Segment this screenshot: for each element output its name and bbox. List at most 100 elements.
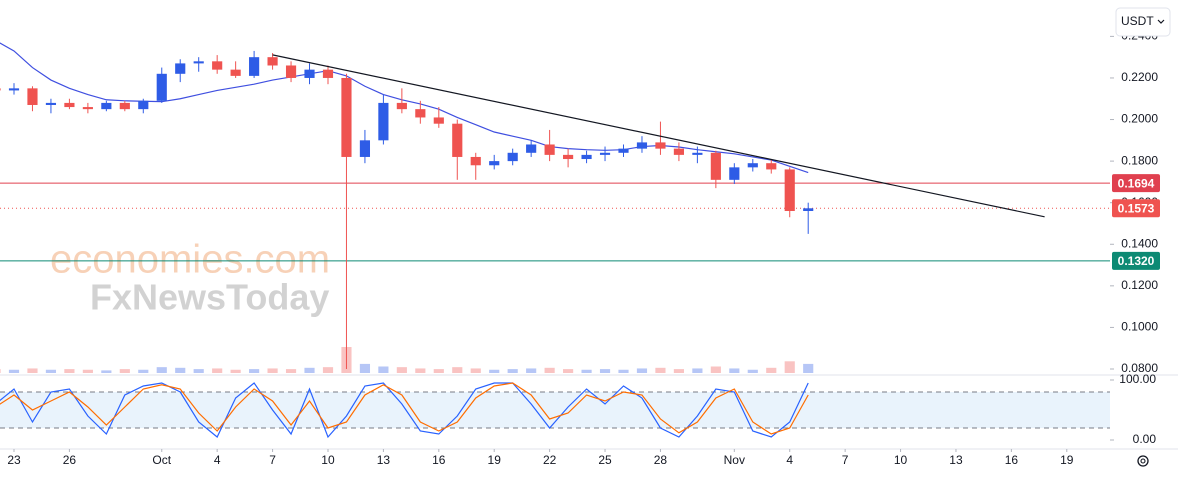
price-label-bg [1112,251,1160,270]
x-tick-label: 23 [7,453,21,467]
volume-bar [156,367,167,373]
price-label: 0.1694 [1118,176,1155,190]
candle-body [563,154,574,160]
volume-bar [8,369,20,373]
currency-button-bg [1115,7,1171,37]
candle-body [82,107,93,110]
x-tick-label: 19 [1060,453,1074,467]
volume-bar [563,369,574,373]
x-tick-label: 28 [654,453,668,467]
candle-body [692,152,703,155]
volume-bar [452,367,463,373]
volume-bar [193,369,204,373]
x-tick-label: 13 [949,453,963,467]
currency-label: USDT [1121,14,1154,28]
candle-body [618,148,629,153]
candle-body [304,69,315,78]
x-tick-label: Oct [152,453,171,467]
volume-bar [692,368,703,373]
y-tick-label: 0.1200 [1121,278,1158,292]
candle-body [470,156,481,166]
volume-bar [82,369,93,373]
watermark: FxNewsToday [90,277,329,318]
volume-bar [285,369,297,373]
dropdown-arrow [1157,19,1165,24]
candle-body [378,102,389,141]
y-tick-label: 0.0800 [1121,361,1158,375]
candle-body [415,109,426,118]
volume-bar [0,369,1,373]
candle-body [507,152,518,162]
x-tick-label: 10 [894,453,908,467]
volume-bar [636,368,648,373]
currency-button[interactable]: USDT [1115,7,1171,37]
candle-body [803,208,814,212]
candle-body [581,154,592,160]
candle-body [673,148,684,155]
x-tick-label: Nov [724,453,745,467]
candle-body [489,161,500,166]
candle-body [729,167,740,180]
x-tick-label: 4 [214,453,221,467]
x-tick-label: 7 [269,453,276,467]
x-tick-label: 16 [1005,453,1019,467]
candle-body [101,102,112,110]
candle-body [433,117,444,124]
volume-bar [729,368,740,373]
settings-icon[interactable] [1137,455,1149,467]
trendline [272,54,1045,218]
candle-body [119,102,130,110]
candle-body [322,69,334,78]
candle-body [766,163,777,170]
stoch-d [0,382,809,435]
x-tick-label: 13 [377,453,391,467]
price-label-bg [1112,174,1160,193]
volume-bar [489,369,500,373]
stoch-k [0,382,809,439]
price-label: 0.1573 [1118,201,1155,215]
volume-bar [433,369,444,373]
candle-body [175,63,186,74]
price-label: 0.1320 [1118,254,1155,268]
volume-bar [710,366,721,373]
candle-body [267,57,278,66]
volume-bar [784,361,795,373]
x-tick-label: 4 [786,453,793,467]
candle-body [359,140,371,157]
volume-bar [599,369,611,373]
candle-body [599,152,611,155]
candle-body [138,100,149,110]
volume-bar [526,368,537,373]
volume-bar [27,368,38,373]
stoch-tick-label: 0.00 [1133,432,1157,446]
candle-body [636,142,648,149]
volume-bar [507,369,518,373]
volume-bar [544,367,555,373]
volume-bar [378,366,389,373]
volume-bar [581,369,592,373]
y-tick-label: 0.1000 [1121,320,1158,334]
x-tick-label: 10 [321,453,335,467]
x-tick-label: 16 [432,453,446,467]
candle-body [64,102,75,108]
volume-bar [101,370,112,373]
volume-bar [138,369,149,373]
volume-bar [249,369,260,373]
candle-body [341,77,352,157]
volume-bar [64,369,75,373]
x-tick-label: 22 [543,453,557,467]
volume-bar [766,367,777,373]
volume-bar [212,368,223,373]
y-tick-label: 0.2000 [1121,112,1158,126]
candle-body [230,69,241,76]
candle-body [452,123,463,157]
volume-bar [322,367,334,373]
y-tick-label: 0.2200 [1121,70,1158,84]
candle-body [747,163,758,168]
candle-body [784,169,795,212]
volume-bar [673,369,684,373]
volume-bar [803,363,814,373]
candle-body [156,73,167,101]
volume-bar [267,368,278,373]
